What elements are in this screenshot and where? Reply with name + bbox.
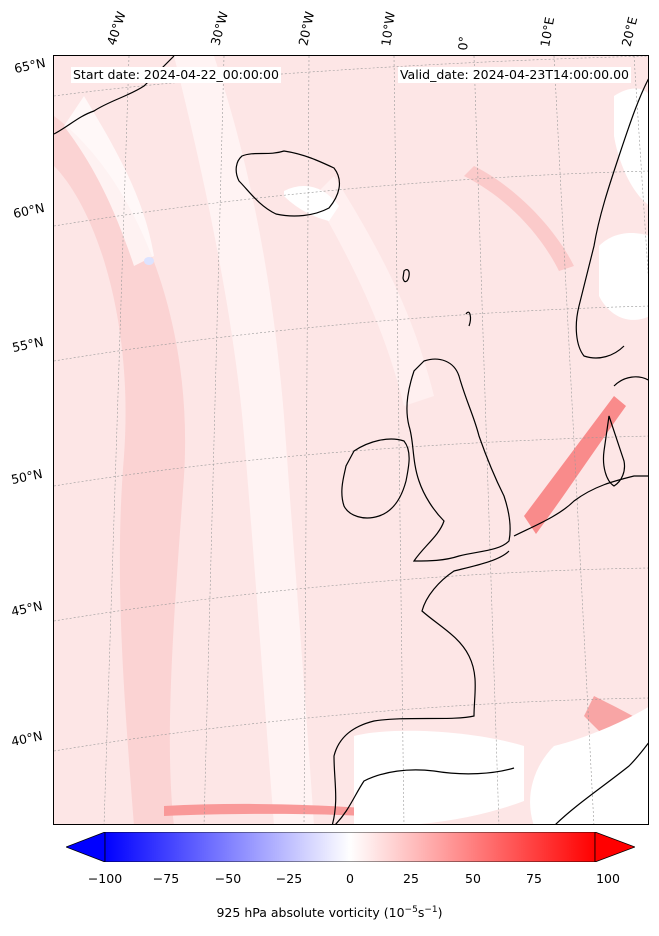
coastline-shetland <box>465 311 472 327</box>
colorbar-tick-label: −100 <box>87 871 123 886</box>
lon-label: 20°W <box>295 10 318 47</box>
vorticity-band <box>54 116 185 824</box>
lon-label: 10°E <box>537 15 558 49</box>
map-panel <box>53 55 649 825</box>
lon-label: 10°W <box>378 10 398 48</box>
colorbar-title-close: ) <box>437 905 443 921</box>
coastline-africa <box>555 742 648 824</box>
vorticity-min <box>144 257 154 265</box>
coastline-ireland <box>341 438 410 519</box>
lat-label: 50°N <box>9 465 44 488</box>
coastline-lowcountries <box>513 475 648 537</box>
lon-label: 30°W <box>207 9 231 47</box>
low-vorticity-region <box>530 707 648 824</box>
vorticity-band <box>464 166 574 271</box>
colorbar-tick-label: 0 <box>346 871 354 886</box>
lat-label: 45°N <box>9 597 44 620</box>
valid-date-label: Valid_date: 2024-04-23T14:00:00.00 <box>397 67 631 83</box>
lat-label: 55°N <box>10 333 45 356</box>
lon-label: 20°E <box>618 15 641 48</box>
lat-label: 65°N <box>12 54 47 77</box>
coastline-france-iberia <box>331 550 510 824</box>
low-vorticity-region <box>354 730 524 824</box>
low-vorticity-region <box>599 233 648 320</box>
vorticity-band <box>64 96 154 266</box>
coastline-faroes <box>402 269 410 283</box>
vorticity-band <box>314 176 434 406</box>
vorticity-band <box>174 56 314 824</box>
start-date-label: Start date: 2024-04-22_00:00:00 <box>71 67 281 83</box>
colorbar-tick-label: 100 <box>596 871 620 886</box>
colorbar-tick-label: 75 <box>526 871 542 886</box>
lat-label: 60°N <box>11 199 46 222</box>
vorticity-max <box>164 803 394 818</box>
coastline-iceland <box>235 150 341 217</box>
colorbar-gradient <box>104 832 596 862</box>
colorbar <box>66 832 635 862</box>
colorbar-extend-min <box>66 832 106 862</box>
coastline-denmark <box>602 376 648 487</box>
lat-label: 40°N <box>9 727 44 750</box>
coastline-norway <box>575 78 648 359</box>
coastline-great-britain <box>406 358 511 562</box>
colorbar-title-exp: −5 <box>404 905 418 915</box>
low-vorticity-region <box>284 186 339 221</box>
colorbar-extend-max <box>594 832 635 862</box>
colorbar-tick-label: −25 <box>275 871 303 886</box>
colorbar-title: 925 hPa absolute vorticity (10−5s−1) <box>0 905 659 920</box>
low-vorticity-region <box>614 88 648 205</box>
lon-label: 0° <box>455 35 472 51</box>
colorbar-tick-label: −50 <box>214 871 242 886</box>
lon-label: 40°W <box>103 9 129 47</box>
map-canvas <box>54 56 648 824</box>
colorbar-tick-label: 50 <box>465 871 481 886</box>
colorbar-title-exp: −1 <box>424 905 438 915</box>
colorbar-title-text: 925 hPa absolute vorticity (10 <box>216 905 405 921</box>
colorbar-tick-label: −75 <box>152 871 180 886</box>
coastline-iberia-med <box>335 767 515 824</box>
colorbar-tick-label: 25 <box>403 871 419 886</box>
colorbar-title-unit: s <box>417 905 425 921</box>
graticule <box>54 56 648 824</box>
